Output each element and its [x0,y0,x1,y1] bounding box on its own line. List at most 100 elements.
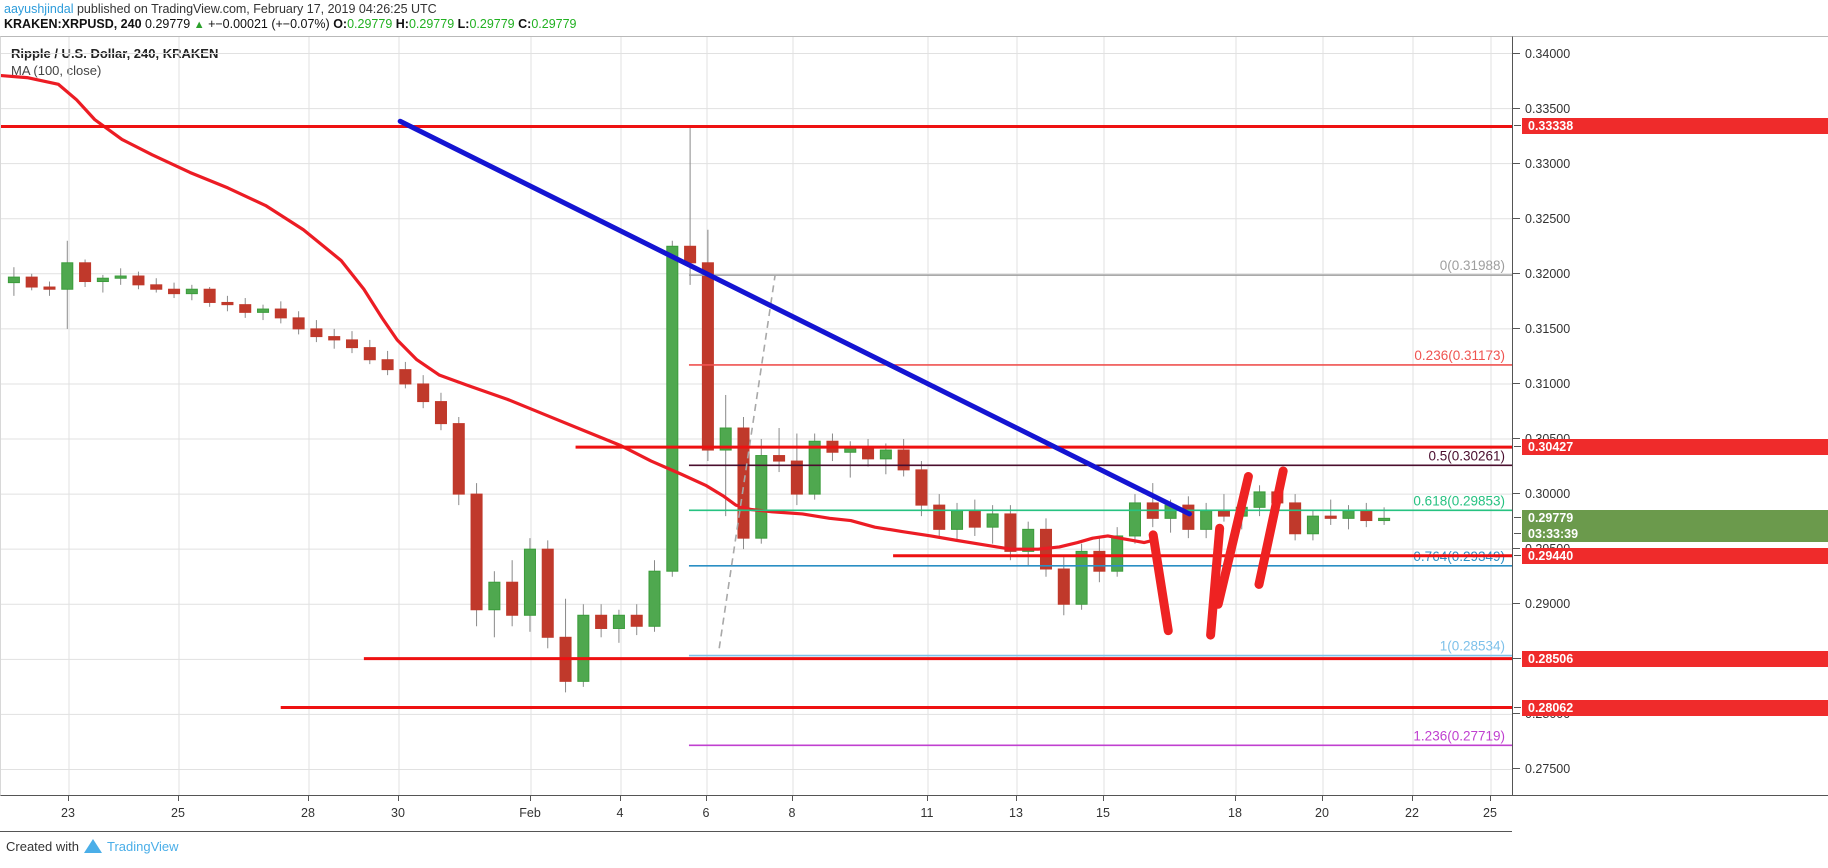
tick-dash [1513,327,1520,329]
resistance-badge-033338[interactable]: 0.33338 [1514,118,1828,135]
time-tick-label: 15 [1096,806,1110,820]
fib-level-label: 1(0.28534) [1440,639,1505,654]
candle-body [666,245,679,572]
time-axis-tick [1016,796,1017,801]
price-tick-label: 0.29000 [1525,597,1571,612]
candle-body [1289,502,1302,535]
tick-dash [1513,162,1520,164]
candle-body [612,614,625,629]
open-label: O: [333,17,348,31]
high-value: 0.29779 [408,17,455,31]
candle-body [1306,515,1319,535]
candle-body [506,581,519,616]
price-tick-label: 0.30000 [1525,487,1571,502]
candle-body [1111,535,1124,572]
candle-body [808,440,821,495]
candle-body [1004,513,1017,552]
tick-dash [1513,52,1520,54]
candle-body [933,504,946,530]
time-tick-label: 28 [301,806,315,820]
candle-body [150,284,163,290]
price-tick-label: 0.32500 [1525,211,1571,226]
candle-body [328,336,341,341]
candle-body [274,308,287,319]
time-axis-tick [398,796,399,801]
time-axis[interactable]: 23 25 28 30 Feb 4 6 8 11 13 15 18 20 22 25 [0,796,1512,832]
candle-body [1342,510,1355,519]
badge-value: 0.29779 [1528,511,1574,526]
candle-body [541,548,554,638]
badge-background [1522,439,1828,456]
candle-body [951,510,964,530]
candle-body [862,447,875,460]
candle-body [1057,568,1070,605]
price-chart-plot[interactable]: Ripple / U.S. Dollar, 240, KRAKEN MA (10… [0,36,1512,796]
price-tick-label: 0.34000 [1525,46,1571,61]
badge-background [1522,547,1828,564]
symbol-label[interactable]: KRAKEN:XRPUSD, 240 [4,17,142,31]
candle-body [292,317,305,330]
tick-dash [1513,438,1520,440]
badge-value: 0.28062 [1528,700,1574,715]
badge-value: 03:33:39 [1528,526,1579,541]
candle-body [755,455,768,539]
tick-dash [1513,217,1520,219]
badge-dash [1514,517,1521,519]
open-value: 0.29779 [347,17,393,31]
chart-canvas: 0(0.31988) 0.236(0.31173) 0.5(0.30261) 0.61… [1,37,1512,795]
last-price-badge[interactable]: 0.29779 [1514,510,1828,527]
tick-dash [1513,603,1520,605]
candle-body [915,469,928,506]
low-label: L: [457,17,470,31]
candle-body [399,369,412,385]
change-percent: (+−0.07%) [271,17,330,31]
time-tick-label: 11 [920,806,934,820]
resistance-badge-030427[interactable]: 0.30427 [1514,439,1828,456]
support-badge-028062[interactable]: 0.28062 [1514,699,1828,716]
badge-dash [1514,706,1521,708]
fib-level-label: 0.236(0.31173) [1414,348,1505,363]
tradingview-logo-icon [83,839,102,853]
candle-body [1200,510,1213,530]
candle-body [1182,504,1195,530]
candle-body [879,449,892,460]
countdown-badge[interactable]: 03:33:39 [1514,525,1828,542]
direction-triangle-icon: ▲ [193,19,205,31]
bearish-stroke-2 [1206,523,1225,640]
tick-dash [1513,272,1520,274]
badge-value: 0.28506 [1528,651,1574,666]
footer-attribution: Created with TradingView [6,838,179,854]
price-tick-label: 0.31500 [1525,321,1571,336]
time-tick-label: 23 [61,806,75,820]
time-axis-tick [1322,796,1323,801]
price-axis-tick: 0.31000 [1513,377,1828,391]
candle-body [1324,515,1337,519]
candle-body [1022,528,1035,552]
tradingview-brand-label: TradingView [106,838,179,854]
time-axis-tick [792,796,793,801]
fib-retracement-leg [718,274,776,649]
price-axis-tick: 0.32000 [1513,267,1828,281]
time-axis-tick [530,796,531,801]
candle-body [1378,517,1391,522]
time-axis-tick [308,796,309,801]
candle-body [701,262,714,451]
candle-body [1093,550,1106,572]
support-badge-029440[interactable]: 0.29440 [1514,547,1828,564]
publisher-username[interactable]: aayushjindal [4,2,74,16]
price-tick-label: 0.33500 [1525,101,1571,116]
time-axis-tick [1412,796,1413,801]
low-value: 0.29779 [469,17,515,31]
tick-dash [1513,107,1520,109]
candle-body [719,427,732,451]
high-label: H: [395,17,409,31]
fib-level-label: 0(0.31988) [1440,258,1505,273]
badge-value: 0.33338 [1528,119,1574,134]
price-axis[interactable]: 0.34000 0.33500 0.33000 0.32500 0.32000 0.315… [1512,36,1828,796]
support-badge-028506[interactable]: 0.28506 [1514,650,1828,667]
quote-line: KRAKEN:XRPUSD, 240 0.29779 ▲ +−0.00021 (… [4,17,1828,33]
published-text: published on TradingView.com, February 1… [76,2,437,16]
candle-body [523,548,536,616]
candle-body [381,359,394,371]
candle-body [1217,510,1230,517]
